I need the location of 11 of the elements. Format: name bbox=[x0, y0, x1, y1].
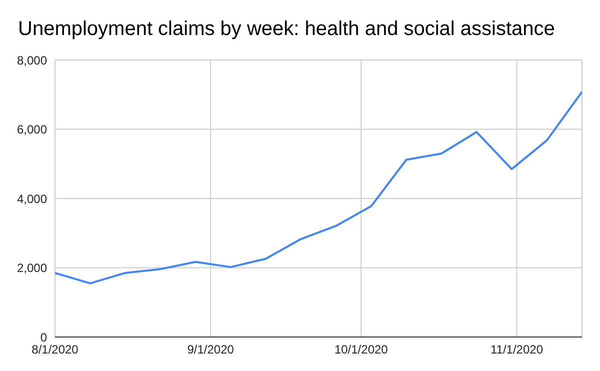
y-tick-label: 6,000 bbox=[16, 122, 48, 137]
y-tick-label: 2,000 bbox=[16, 261, 48, 276]
x-tick-label: 10/1/2020 bbox=[334, 342, 388, 357]
x-tick-label: 8/1/2020 bbox=[32, 342, 79, 357]
x-tick-label: 11/1/2020 bbox=[490, 342, 544, 357]
y-tick-label: 8,000 bbox=[16, 53, 48, 68]
x-tick-label: 9/1/2020 bbox=[187, 342, 234, 357]
y-tick-label: 0 bbox=[40, 330, 48, 344]
y-tick-label: 4,000 bbox=[16, 192, 48, 206]
line-series bbox=[55, 90, 582, 284]
chart-title: Unemployment claims by week: health and social assistance bbox=[17, 17, 556, 42]
